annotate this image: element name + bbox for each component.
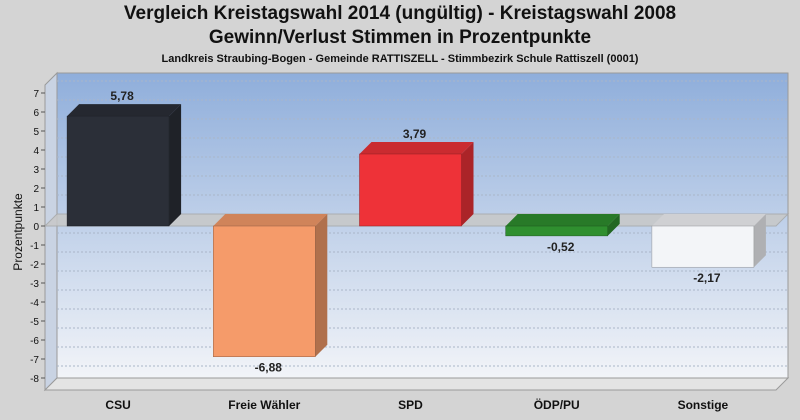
bar-top xyxy=(651,214,766,226)
bar-top xyxy=(213,214,328,226)
y-tick-label: 1 xyxy=(33,203,39,214)
bar-front xyxy=(359,153,462,227)
chart-title: Vergleich Kreistagswahl 2014 (ungültig) … xyxy=(123,3,677,24)
y-tick-label: 0 xyxy=(33,222,39,233)
bar: 5,78 xyxy=(66,89,182,227)
y-tick-label: 6 xyxy=(33,108,39,119)
y-tick-label: -3 xyxy=(30,279,39,290)
bar-top xyxy=(67,104,182,117)
x-tick-label: ÖDP/PU xyxy=(534,397,580,412)
x-tick-label: Sonstige xyxy=(678,398,729,412)
chart-subtitle: Gewinn/Verlust Stimmen in Prozentpunkte xyxy=(208,27,592,48)
bar-side xyxy=(461,141,474,226)
y-axis-label: Prozentpunkte xyxy=(11,193,25,271)
bar-side xyxy=(753,214,766,268)
bar-side xyxy=(607,214,620,236)
bar: -0,52 xyxy=(505,214,620,254)
bar: -2,17 xyxy=(651,214,766,285)
y-tick-label: -2 xyxy=(30,260,39,271)
data-label: 5,78 xyxy=(110,89,134,103)
x-axis: CSU Freie Wähler SPD ÖDP/PU Sonstige xyxy=(105,397,728,412)
data-label: -2,17 xyxy=(693,271,721,285)
y-tick-label: 5 xyxy=(33,127,39,138)
y-axis: 7 6 5 4 3 2 1 0 -1 -2 -3 -4 -5 -6 -7 -8 xyxy=(30,89,45,385)
bar-top xyxy=(359,141,474,154)
y-tick-label: 4 xyxy=(33,146,39,157)
bar-front xyxy=(651,225,755,268)
y-tick-label: -4 xyxy=(30,298,39,309)
bar-side xyxy=(169,104,182,226)
x-tick-label: CSU xyxy=(105,398,130,412)
bars: 5,78 -6,88 3,79 -0,52 -2,17 xyxy=(66,89,766,375)
y-tick-label: 7 xyxy=(33,89,39,100)
y-tick-label: -7 xyxy=(30,355,39,366)
bar: 3,79 xyxy=(359,127,474,227)
bar-side xyxy=(315,214,328,357)
x-tick-label: SPD xyxy=(398,398,423,412)
y-tick-label: -8 xyxy=(30,374,39,385)
y-tick-label: 2 xyxy=(33,184,39,195)
data-label: -0,52 xyxy=(547,240,575,254)
bar-front xyxy=(213,225,316,357)
data-label: 3,79 xyxy=(403,127,427,141)
data-label: -6,88 xyxy=(255,361,283,375)
bar-front xyxy=(505,225,608,237)
x-tick-label: Freie Wähler xyxy=(228,398,300,412)
bar-front xyxy=(66,115,170,227)
chart-caption: Landkreis Straubing-Bogen - Gemeinde RAT… xyxy=(161,53,639,65)
bar: -6,88 xyxy=(213,214,328,375)
y-tick-label: -1 xyxy=(30,241,39,252)
y-tick-label: 3 xyxy=(33,165,39,176)
y-tick-label: -5 xyxy=(30,317,39,328)
y-tick-label: -6 xyxy=(30,336,39,347)
bar-top xyxy=(505,214,620,226)
